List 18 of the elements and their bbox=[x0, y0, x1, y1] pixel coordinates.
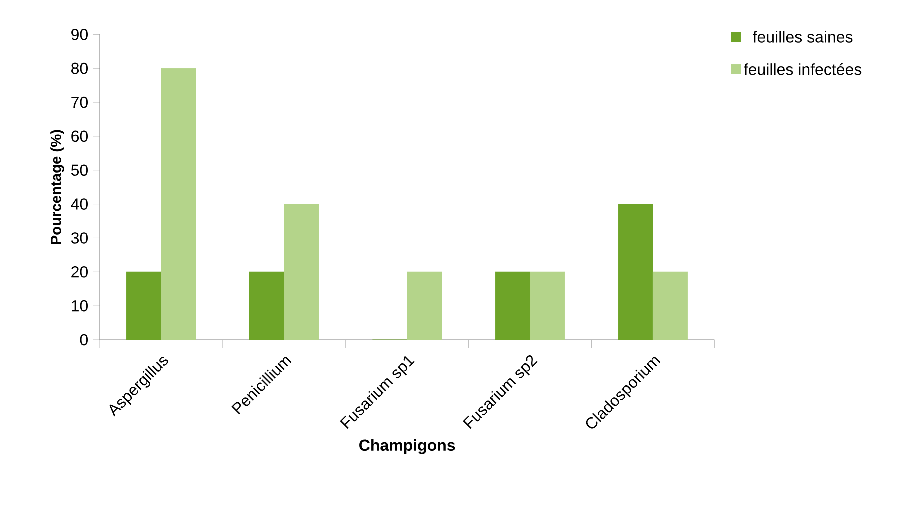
bar bbox=[126, 272, 162, 340]
y-axis-title: Pourcentage (%) bbox=[50, 130, 64, 244]
legend-label: feuilles infectées bbox=[744, 63, 862, 76]
x-axis-title: Champigons bbox=[360, 439, 456, 454]
bar bbox=[618, 204, 654, 340]
y-tick-label: 20 bbox=[72, 266, 88, 278]
y-tick-label: 80 bbox=[72, 62, 88, 74]
bar bbox=[249, 272, 285, 340]
bar bbox=[495, 272, 531, 340]
y-tick-label: 30 bbox=[71, 232, 88, 244]
y-tick-label: 40 bbox=[71, 198, 88, 210]
y-tick-label: 10 bbox=[72, 300, 88, 312]
legend-label: feuilles saines bbox=[753, 31, 853, 43]
y-tick-label: 0 bbox=[80, 334, 88, 346]
y-tick-label: 50 bbox=[71, 164, 88, 176]
y-tick-label: 60 bbox=[72, 130, 88, 142]
y-tick-label: 90 bbox=[72, 29, 88, 40]
y-tick-label: 70 bbox=[72, 96, 88, 108]
